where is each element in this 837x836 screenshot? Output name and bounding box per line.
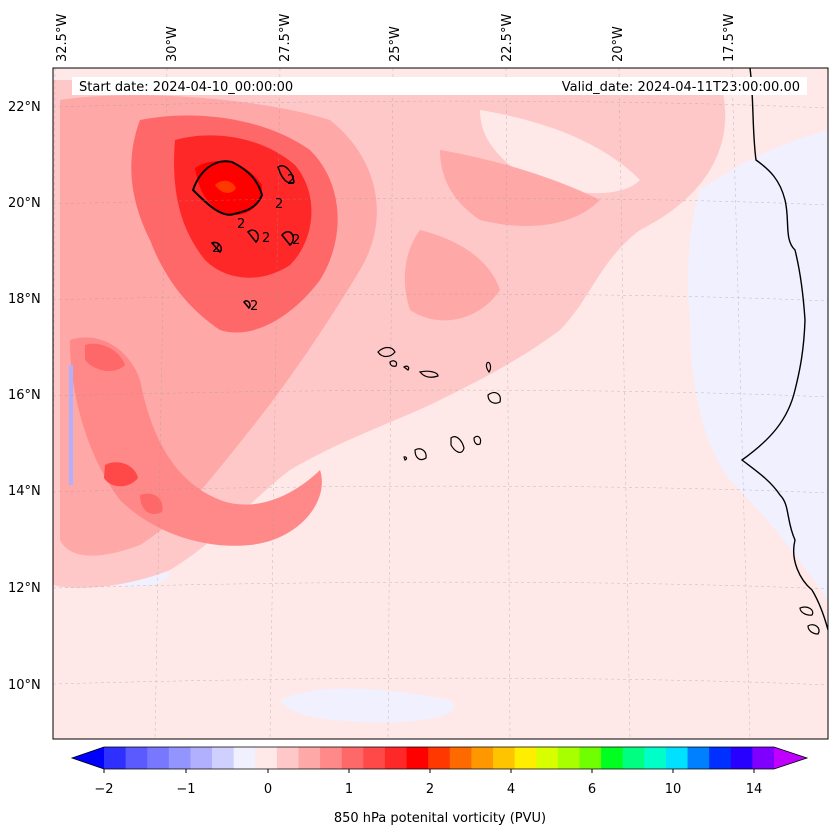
colorbar-segment — [125, 747, 148, 769]
colorbar-extend-min — [72, 747, 104, 769]
contour-2pvu-small-2 — [246, 229, 260, 244]
colorbar-segment — [449, 747, 472, 769]
coast-islands-south — [799, 606, 820, 635]
colorbar-segment — [233, 747, 256, 769]
lat-label: 20°N — [8, 196, 41, 211]
colorbar-segment — [190, 747, 213, 769]
colorbar-segment — [579, 747, 602, 769]
contour-2pvu-main — [191, 160, 264, 216]
colorbar-segment — [147, 747, 170, 769]
colorbar-tick-label: 0 — [264, 782, 272, 797]
contour-label: 2 — [237, 217, 245, 232]
pv-patch-northeast — [440, 150, 600, 226]
colorbar-segment — [730, 747, 753, 769]
colorbar-label: 850 hPa potenital vorticity (PVU) — [334, 811, 546, 826]
colorbar-segment — [493, 747, 516, 769]
lat-label: 16°N — [8, 388, 41, 403]
colorbar-tick-label: 6 — [588, 782, 596, 797]
colorbar-extend-max — [774, 747, 807, 769]
colorbar-segment — [536, 747, 559, 769]
colorbar-segment — [687, 747, 710, 769]
colorbar-segment — [298, 747, 321, 769]
lon-label: 32.5°W — [55, 14, 70, 62]
colorbar-tick-label: 4 — [507, 782, 515, 797]
pv-patch-southwest — [104, 462, 138, 487]
header-background — [72, 77, 807, 95]
colorbar-segment — [363, 747, 386, 769]
longitude-labels: 32.5°W 30°W 27.5°W 25°W 22.5°W 20°W 17.5… — [55, 14, 737, 62]
lat-label: 22°N — [8, 100, 41, 115]
map-area: 2 2 2 2 2 2 2 — [53, 68, 828, 739]
gridlines — [53, 68, 828, 739]
colorbar-segment — [428, 747, 451, 769]
lat-label: 12°N — [8, 581, 41, 596]
cape-verde-islands — [377, 346, 501, 461]
colorbar-segment — [557, 747, 580, 769]
colorbar-segment — [514, 747, 537, 769]
colorbar-segment — [341, 747, 364, 769]
colorbar-segment — [276, 747, 300, 769]
colorbar-segment — [622, 747, 645, 769]
colorbar-segment — [406, 747, 429, 769]
colorbar-tick-label: −1 — [176, 782, 195, 797]
lon-label: 25°W — [388, 26, 403, 62]
colorbar-segment — [384, 747, 408, 769]
colorbar-segment — [471, 747, 494, 769]
colorbar-tick-label: 2 — [426, 782, 434, 797]
lon-label: 30°W — [165, 26, 180, 62]
contour-label: 2 — [212, 241, 220, 256]
valid-date-text: Valid_date: 2024-04-11T23:00:00.00 — [562, 80, 800, 95]
colorbar — [70, 746, 809, 773]
contour-label: 2 — [250, 299, 258, 314]
colorbar-segment — [104, 747, 127, 769]
contour-2pvu-small-1 — [277, 165, 295, 184]
contour-label: 2 — [275, 197, 283, 212]
lat-label: 14°N — [8, 484, 41, 499]
latitude-labels: 22°N 20°N 18°N 16°N 14°N 12°N 10°N — [8, 100, 41, 693]
map-frame — [52, 67, 829, 740]
lat-label: 10°N — [8, 678, 41, 693]
pv-core-peak — [215, 180, 236, 193]
colorbar-segment — [601, 747, 624, 769]
colorbar-tick-label: 1 — [345, 782, 353, 797]
contour-label: 2 — [262, 231, 270, 246]
colorbar-tick-labels: −2 −1 0 1 2 4 6 10 14 — [94, 782, 762, 797]
colorbar-tick-label: −2 — [94, 782, 113, 797]
colorbar-segment — [212, 747, 235, 769]
pv-patch-central — [404, 230, 500, 321]
colorbar-tick-label: 14 — [746, 782, 763, 797]
colorbar-segment — [752, 747, 775, 769]
pv-patch-south — [140, 493, 163, 515]
colorbar-segment — [709, 747, 732, 769]
colorbar-segment — [168, 747, 191, 769]
colorbar-tick-label: 10 — [665, 782, 682, 797]
colorbar-segment — [644, 747, 667, 769]
contour-label: 2 — [287, 173, 295, 188]
lon-label: 27.5°W — [278, 14, 293, 62]
african-coastline — [740, 68, 828, 631]
lat-label: 18°N — [8, 292, 41, 307]
colorbar-segment — [665, 747, 689, 769]
contour-2pvu-small-5 — [242, 300, 251, 310]
start-date-text: Start date: 2024-04-10_00:00:00 — [79, 80, 293, 95]
lon-label: 20°W — [611, 26, 626, 62]
contour-2pvu-small-3 — [281, 231, 294, 247]
colorbar-segment — [320, 747, 343, 769]
lon-label: 22.5°W — [500, 14, 515, 62]
contour-label: 2 — [292, 233, 300, 248]
pv-patch-west — [85, 343, 125, 372]
low-pv-streak-west — [69, 365, 73, 485]
low-pv-patch-south — [280, 688, 455, 723]
lon-label: 17.5°W — [722, 14, 737, 62]
pv-arc-south — [70, 337, 322, 546]
colorbar-segment — [255, 747, 278, 769]
contour-2pvu-small-4 — [210, 241, 223, 254]
